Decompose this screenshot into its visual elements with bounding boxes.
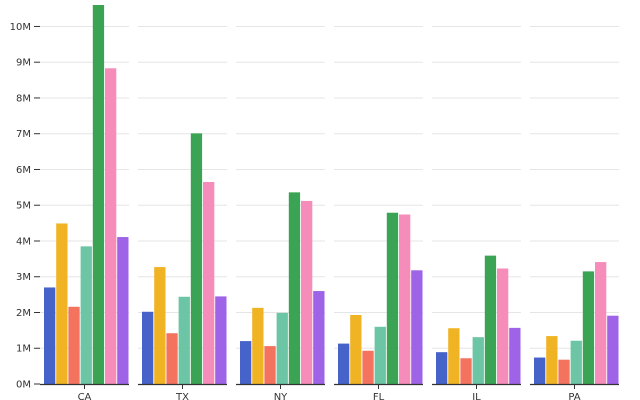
x-category-label: CA (78, 392, 92, 400)
bar-tx-5 (203, 181, 215, 384)
bars (44, 5, 619, 384)
y-tick-label: 7M (16, 129, 31, 140)
bar-tx-6 (215, 296, 227, 384)
bar-fl-5 (399, 214, 411, 384)
bar-tx-4 (190, 133, 203, 384)
bar-ca-5 (105, 68, 117, 384)
y-tick-label: 1M (16, 344, 31, 355)
bar-ny-1 (252, 307, 264, 384)
bar-ny-6 (313, 291, 325, 384)
bar-tx-1 (154, 267, 166, 384)
bar-il-0 (436, 352, 448, 384)
bar-fl-4 (386, 212, 399, 384)
bar-il-5 (497, 268, 509, 384)
bar-il-2 (460, 358, 472, 384)
y-tick-label: 9M (16, 58, 31, 69)
bar-ca-6 (117, 237, 129, 384)
y-tick-label: 2M (16, 308, 31, 319)
bar-il-4 (484, 255, 497, 384)
bar-pa-3 (570, 340, 582, 384)
bar-pa-4 (582, 271, 595, 384)
y-axis: 0M 1M 2M 3M 4M 5M 6M 7M 8M 9M 10M (10, 22, 40, 391)
bar-ny-2 (264, 346, 276, 384)
bar-il-1 (448, 328, 460, 384)
x-category-label: IL (472, 392, 481, 400)
bar-fl-6 (411, 270, 423, 384)
bar-ny-5 (301, 200, 313, 384)
bar-il-3 (472, 337, 484, 384)
bar-pa-1 (546, 336, 558, 384)
bar-ny-3 (276, 312, 288, 384)
bar-tx-0 (142, 311, 154, 384)
bar-pa-2 (558, 359, 570, 384)
x-category-label: NY (274, 392, 288, 400)
bar-ca-4 (92, 5, 105, 384)
x-category-label: PA (568, 392, 580, 400)
bar-pa-0 (534, 357, 546, 384)
bar-tx-2 (166, 333, 178, 384)
bar-fl-0 (338, 343, 350, 384)
y-tick-label: 5M (16, 201, 31, 212)
x-axis: CA TX NY FL IL PA (40, 383, 619, 400)
y-tick-label: 4M (16, 236, 31, 247)
bar-il-6 (509, 327, 521, 384)
bar-fl-3 (374, 326, 386, 384)
y-tick-label: 8M (16, 93, 31, 104)
bar-ny-4 (288, 192, 301, 384)
y-tick-label: 6M (16, 165, 31, 176)
bar-ca-0 (44, 287, 56, 384)
bar-pa-5 (595, 262, 607, 384)
y-tick-label: 3M (16, 272, 31, 283)
bar-ny-0 (240, 341, 252, 384)
bar-fl-2 (362, 350, 374, 384)
bar-ca-1 (56, 223, 68, 384)
bar-ca-2 (68, 306, 80, 384)
bar-pa-6 (607, 315, 619, 384)
x-category-label: FL (373, 392, 385, 400)
x-category-label: TX (175, 392, 189, 400)
bar-ca-3 (80, 246, 92, 384)
bar-fl-1 (350, 314, 362, 384)
y-tick-label: 10M (10, 22, 31, 33)
bar-tx-3 (178, 296, 190, 384)
y-tick-label: 0M (16, 380, 31, 391)
